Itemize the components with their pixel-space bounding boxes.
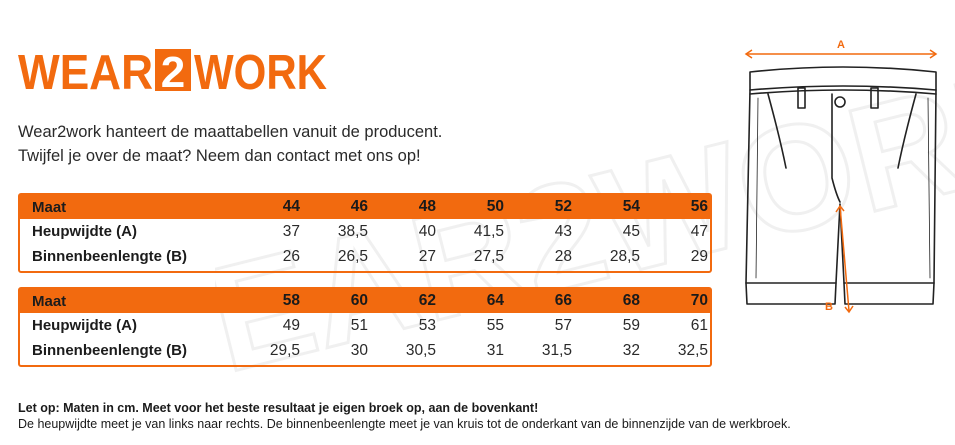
size-cell: 48 [418, 198, 436, 215]
side-seam-right [927, 97, 931, 279]
value-cell: 41,5 [473, 222, 504, 240]
row-label: Binnenbeenlengte (B) [32, 342, 188, 359]
note-line-2: De heupwijdte meet je van links naar rec… [18, 417, 791, 431]
size-table-2: Maat 58 60 62 64 66 68 70 Heupwijdte (A)… [18, 287, 712, 367]
size-cell: 62 [418, 292, 436, 309]
value-cell: 32,5 [677, 341, 708, 359]
measurement-b-arrow [835, 204, 854, 314]
value-cell: 43 [554, 222, 572, 240]
value-cell: 47 [690, 222, 708, 240]
value-cell: 61 [690, 316, 708, 334]
measurement-a-arrow [744, 49, 938, 59]
measurement-notes: Let op: Maten in cm. Meet voor het beste… [18, 400, 791, 432]
measurement-a-label: A [837, 39, 845, 51]
value-cell: 38,5 [337, 222, 368, 240]
value-cell: 51 [350, 316, 368, 334]
value-cell: 45 [622, 222, 640, 240]
value-cell: 55 [486, 316, 504, 334]
logo-text-wear: WEAR [18, 46, 153, 97]
value-cell: 29 [690, 247, 708, 265]
value-cell: 31,5 [541, 341, 572, 359]
value-cell: 27 [418, 247, 436, 265]
size-table-header-row: Maat 58 60 62 64 66 68 70 [20, 289, 710, 313]
size-cell: 64 [486, 292, 504, 309]
value-cell: 26 [282, 247, 300, 265]
note-bold-line: Let op: Maten in cm. Meet voor het beste… [18, 401, 539, 415]
value-cell: 57 [554, 316, 572, 334]
size-cell: 66 [554, 292, 572, 309]
intro-line-2: Twijfel je over de maat? Neem dan contac… [18, 147, 421, 165]
size-cell: 70 [690, 292, 708, 309]
side-seam-left [755, 97, 759, 279]
pocket-left [767, 93, 787, 169]
row-label: Heupwijdte (A) [32, 317, 137, 334]
value-cell: 28 [554, 247, 572, 265]
value-cell: 59 [622, 316, 640, 334]
logo-text-two: 2 [161, 48, 185, 97]
value-cell: 53 [418, 316, 436, 334]
measurement-b-label: B [825, 301, 833, 313]
table-row-hip-width: Heupwijdte (A) 37 38,5 40 41,5 43 45 47 [20, 219, 710, 244]
value-cell: 26,5 [337, 247, 368, 265]
value-cell: 29,5 [269, 341, 300, 359]
size-table-1: Maat 44 46 48 50 52 54 56 Heupwijdte (A)… [18, 193, 712, 273]
waistband-seam [749, 89, 937, 95]
intro-text: Wear2work hanteert de maattabellen vanui… [18, 120, 442, 168]
intro-line-1: Wear2work hanteert de maattabellen vanui… [18, 123, 443, 141]
size-cell: 44 [282, 198, 300, 215]
value-cell: 37 [282, 222, 300, 240]
belt-loop [870, 87, 879, 109]
logo-text-work: WORK [194, 46, 327, 97]
size-cell: 46 [350, 198, 368, 215]
table-row-inseam-length: Binnenbeenlengte (B) 26 26,5 27 27,5 28 … [20, 244, 710, 269]
value-cell: 32 [622, 341, 640, 359]
header-label: Maat [32, 292, 67, 310]
shorts-measurement-diagram: A B [744, 39, 938, 314]
header-label: Maat [32, 198, 67, 216]
value-cell: 49 [282, 316, 300, 334]
size-cell: 68 [622, 292, 640, 309]
value-cell: 31 [486, 341, 504, 359]
size-cell: 58 [282, 292, 300, 309]
cuff-right [843, 282, 935, 305]
size-cell: 54 [622, 198, 640, 215]
size-cell: 52 [554, 198, 572, 215]
wear2work-logo: WEAR 2 WORK [18, 46, 327, 97]
size-cell: 60 [350, 292, 368, 309]
value-cell: 27,5 [473, 247, 504, 265]
row-label: Binnenbeenlengte (B) [32, 248, 188, 265]
cuff-left [745, 282, 837, 305]
belt-loop [797, 87, 806, 109]
size-cell: 56 [690, 198, 708, 215]
logo-two-box [155, 49, 191, 91]
value-cell: 30,5 [405, 341, 436, 359]
pocket-right [897, 93, 917, 169]
button-icon [834, 96, 846, 108]
value-cell: 30 [350, 341, 368, 359]
fly-seam [831, 93, 841, 203]
value-cell: 28,5 [609, 247, 640, 265]
value-cell: 40 [418, 222, 436, 240]
waistband-outline [749, 66, 937, 91]
table-row-hip-width: Heupwijdte (A) 49 51 53 55 57 59 61 [20, 313, 710, 338]
row-label: Heupwijdte (A) [32, 223, 137, 240]
size-table-header-row: Maat 44 46 48 50 52 54 56 [20, 195, 710, 219]
size-cell: 50 [486, 198, 504, 215]
table-row-inseam-length: Binnenbeenlengte (B) 29,5 30 30,5 31 31,… [20, 338, 710, 363]
